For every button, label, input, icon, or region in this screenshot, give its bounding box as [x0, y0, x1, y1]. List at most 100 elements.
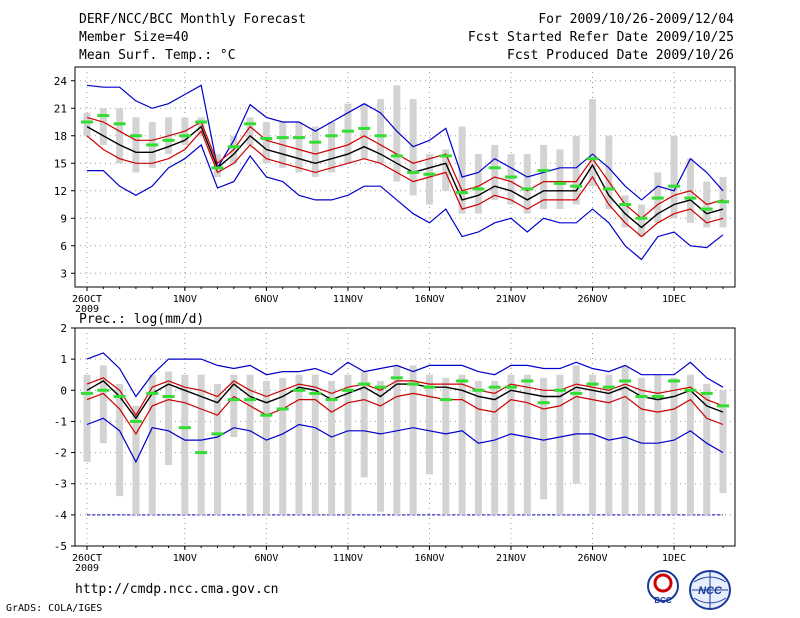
spread-bar [474, 154, 482, 214]
x-tick-label: 16NOV [414, 294, 444, 305]
x-tick-label: 21NOV [496, 553, 526, 564]
y-tick-label: 21 [54, 102, 67, 115]
plot-frame [74, 66, 736, 288]
observed-marker [374, 385, 387, 389]
x-tick-label: 6NOV [254, 553, 278, 564]
observed-marker [700, 391, 713, 395]
observed-marker [668, 184, 681, 188]
spread-bar [621, 365, 629, 515]
spread-bar [246, 117, 254, 145]
x-tick-label: 1NOV [173, 294, 197, 305]
observed-marker [358, 382, 371, 386]
observed-marker [700, 207, 713, 211]
series-line-plus-sigma [86, 377, 724, 417]
precip-subtitle: Prec.: log(mm/d) [79, 312, 204, 327]
observed-marker [309, 140, 322, 144]
observed-marker [162, 395, 175, 399]
spread-bar [165, 371, 173, 466]
y-tick-label: 12 [54, 185, 67, 198]
spread-bar [442, 377, 450, 515]
source-url[interactable]: http://cmdp.ncc.cma.gov.cn [75, 582, 279, 597]
y-tick-label: 3 [60, 267, 67, 280]
forecast-start-date: Fcst Started Refer Date 2009/10/25 [467, 30, 734, 45]
spread-bar [654, 374, 662, 515]
spread-bar [409, 365, 417, 515]
observed-marker [325, 398, 338, 402]
spread-bar [556, 374, 564, 515]
x-tick-label: 11NOV [333, 553, 363, 564]
observed-marker [129, 134, 142, 138]
observed-marker [717, 404, 729, 408]
observed-marker [635, 395, 648, 399]
spread-bar [523, 154, 531, 214]
observed-marker [602, 385, 615, 389]
spread-bar [425, 374, 433, 475]
y-tick-label: 15 [54, 157, 67, 170]
ncc-logo-text: NCC [698, 585, 723, 597]
y-tick-label: -5 [54, 540, 67, 553]
observed-marker [684, 388, 697, 392]
y-tick-label: 18 [54, 130, 67, 143]
ncc-logo: NCC [689, 570, 731, 610]
observed-marker [211, 432, 224, 436]
observed-marker [293, 136, 305, 140]
observed-marker [488, 166, 501, 170]
x-tick-label: 6NOV [254, 294, 278, 305]
spread-bar [605, 374, 613, 515]
series-line-minus-sigma [86, 392, 724, 436]
observed-marker [439, 154, 452, 158]
series-line-mean [86, 380, 724, 420]
observed-marker [129, 419, 142, 423]
observed-marker [472, 388, 485, 392]
spread-bar [474, 380, 482, 515]
observed-marker [521, 379, 534, 383]
observed-marker [619, 379, 632, 383]
series-line-minus-sigma [86, 130, 724, 238]
observed-marker [244, 122, 257, 126]
observed-marker [407, 170, 420, 174]
x-tick-label: 26NOV [577, 553, 607, 564]
spread-bar [507, 374, 515, 515]
observed-marker [195, 120, 208, 124]
x-tick-label: 26OCT [72, 553, 102, 564]
spread-bar [540, 377, 548, 500]
observed-marker [162, 138, 175, 142]
spread-bar [491, 144, 499, 200]
y-tick-label: 24 [54, 75, 68, 88]
panel-temperature: 3 6 9 12 15 18 21 24 26OCT 1NOV 6NOV 11NOV 16NOV 21NO… [54, 66, 736, 315]
series-line-min [87, 143, 724, 261]
observed-marker [717, 200, 729, 204]
observed-marker [390, 376, 403, 380]
spread-bar [458, 126, 466, 214]
observed-marker [374, 134, 387, 138]
bcc-logo-text: BCC [654, 596, 672, 605]
observed-marker [97, 388, 110, 392]
observed-marker [505, 385, 517, 389]
spread-bar [393, 365, 401, 515]
spread-bar [295, 122, 303, 173]
observed-marker [227, 398, 240, 402]
y-tick-label: 1 [60, 353, 67, 366]
spread-bar [83, 112, 91, 136]
observed-marker [537, 169, 550, 173]
observed-marker [309, 391, 322, 395]
spread-bar [148, 374, 156, 515]
spread-bar [589, 374, 597, 515]
spread-bar [262, 122, 270, 164]
spread-bar [589, 99, 597, 187]
observed-marker [684, 196, 697, 200]
y-tick-label: 9 [60, 212, 67, 225]
spread-bar [540, 144, 548, 210]
x-tick-label: 11NOV [333, 294, 363, 305]
observed-marker [276, 136, 289, 140]
spread-bar [507, 154, 515, 205]
spread-bar [132, 117, 140, 173]
observed-marker [195, 451, 208, 455]
observed-marker [456, 191, 469, 195]
observed-marker [178, 134, 191, 138]
observed-marker [553, 181, 566, 185]
spread-bar [458, 374, 466, 515]
x-tick-label: 16NOV [414, 553, 444, 564]
observed-marker [260, 413, 273, 417]
spread-bar [637, 377, 645, 515]
